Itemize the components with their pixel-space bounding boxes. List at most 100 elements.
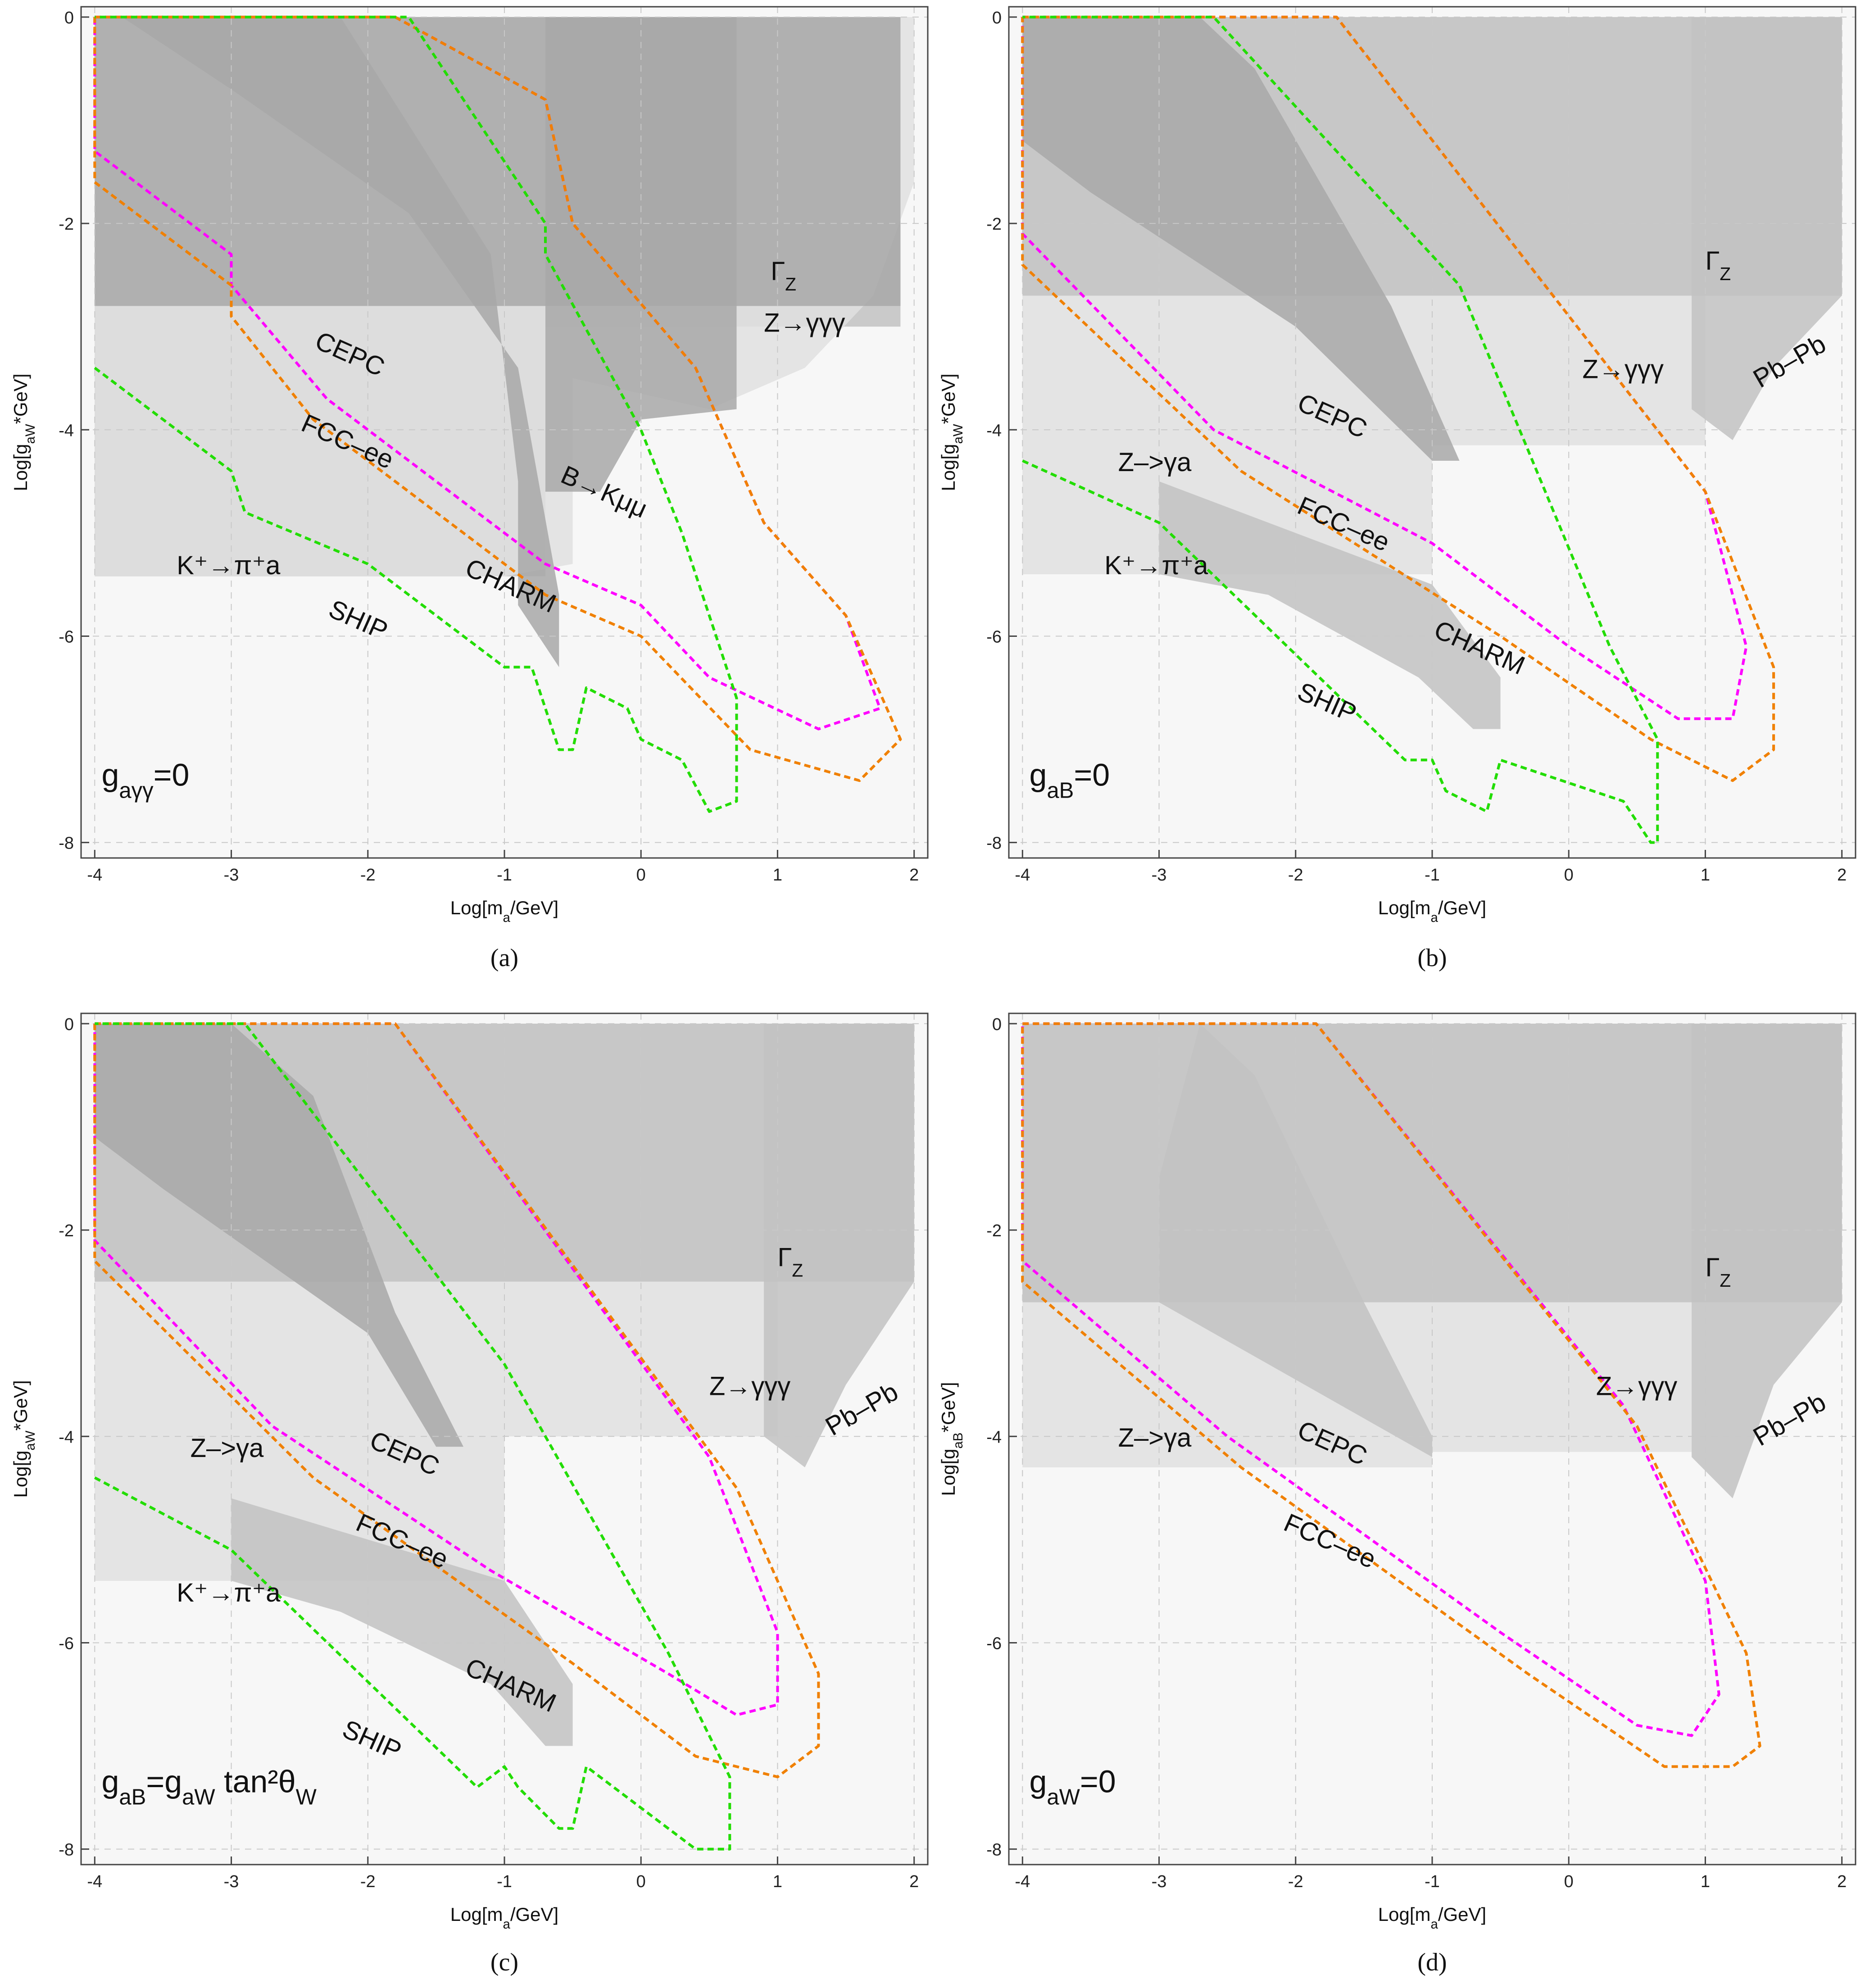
y-tick-label: -4 bbox=[59, 421, 74, 440]
region-label: ΓZ bbox=[1705, 1253, 1731, 1291]
x-tick-label: -4 bbox=[87, 1872, 102, 1891]
region-label: ΓZ bbox=[777, 1243, 803, 1280]
y-axis-label: Log[gaW*GeV] bbox=[10, 373, 38, 491]
curve-cepc bbox=[1021, 1022, 1720, 1737]
curve-ship bbox=[94, 1022, 731, 1851]
coupling-condition-label: gaW=0 bbox=[1029, 1764, 1116, 1810]
x-tick-label: 0 bbox=[1564, 866, 1574, 885]
y-tick-label: -4 bbox=[986, 421, 1002, 440]
excluded-region-dark bbox=[122, 17, 559, 667]
panel-caption: (b) bbox=[1417, 944, 1447, 972]
region-label: Z–>γa bbox=[1118, 1423, 1192, 1452]
y-axis-label: Log[gaB*GeV] bbox=[938, 1382, 966, 1496]
x-axis-label: Log[ma/GeV] bbox=[1378, 897, 1486, 925]
panel-b: ΓZZ→γγγ Pb–PbCEPCZ–>γaFCC–eeK⁺→π⁺aCHARMSH… bbox=[938, 6, 1856, 972]
x-tick-label: 2 bbox=[1837, 1872, 1847, 1891]
excluded-region-mid bbox=[1692, 1023, 1842, 1498]
x-tick-label: -2 bbox=[360, 866, 376, 885]
coupling-condition-label: gaγγ=0 bbox=[101, 758, 189, 803]
excluded-region-mid bbox=[764, 1023, 914, 1467]
x-tick-label: -4 bbox=[1015, 866, 1030, 885]
excluded-region-mid bbox=[1159, 203, 1501, 729]
y-tick-label: -2 bbox=[986, 215, 1002, 234]
region-label: Z→γγγ bbox=[709, 1372, 790, 1401]
x-tick-label: -2 bbox=[360, 1872, 376, 1891]
y-tick-label: -2 bbox=[986, 1221, 1002, 1240]
region-label: K⁺→π⁺a bbox=[1104, 551, 1208, 580]
x-tick-label: -4 bbox=[1015, 1872, 1030, 1891]
y-tick-label: -2 bbox=[59, 215, 74, 234]
x-tick-label: -2 bbox=[1288, 866, 1303, 885]
panel-caption: (c) bbox=[490, 1948, 518, 1976]
x-tick-label: -1 bbox=[497, 1872, 512, 1891]
excluded-region-dark bbox=[95, 1023, 464, 1447]
x-tick-label: 0 bbox=[636, 866, 646, 885]
x-tick-label: 2 bbox=[909, 1872, 919, 1891]
x-tick-label: -1 bbox=[497, 866, 512, 885]
x-tick-label: -1 bbox=[1425, 1872, 1440, 1891]
curve-fcc-ee bbox=[1021, 1022, 1761, 1768]
panel-caption: (d) bbox=[1417, 1948, 1447, 1976]
region-label: Z→γγγ bbox=[1583, 355, 1664, 384]
x-tick-label: 1 bbox=[773, 1872, 782, 1891]
excluded-region-mid bbox=[1692, 17, 1842, 440]
y-tick-label: 0 bbox=[992, 1015, 1002, 1034]
y-tick-label: 0 bbox=[64, 9, 74, 27]
panel-a: ΓZZ→γγγCEPCFCC–eeB→KμμCHARMK⁺→π⁺aSHIPgaγ… bbox=[10, 6, 929, 972]
x-tick-label: 2 bbox=[909, 866, 919, 885]
region-label: Z–>γa bbox=[191, 1434, 264, 1463]
curve-fcc-ee bbox=[93, 15, 902, 782]
excluded-region-dark bbox=[1022, 17, 1460, 461]
y-tick-label: -2 bbox=[59, 1221, 74, 1240]
x-tick-label: 2 bbox=[1837, 866, 1847, 885]
curve-fcc-ee bbox=[93, 1022, 820, 1779]
region-label: K⁺→π⁺a bbox=[177, 1578, 281, 1607]
x-tick-label: -3 bbox=[1152, 1872, 1167, 1891]
y-axis-label: Log[gaW*GeV] bbox=[10, 1380, 38, 1498]
y-tick-label: -6 bbox=[986, 627, 1002, 646]
curve-cepc bbox=[93, 15, 881, 731]
curve-fcc-ee bbox=[1021, 15, 1775, 782]
x-tick-label: -1 bbox=[1425, 866, 1440, 885]
region-label: ΓZ bbox=[1705, 246, 1731, 284]
region-label: ΓZ bbox=[771, 257, 796, 295]
excluded-region-mid bbox=[231, 1230, 573, 1746]
coupling-condition-label: gaB=0 bbox=[1029, 758, 1110, 803]
plot-area: ΓZZ→γγγCEPCFCC–eeB→KμμCHARMK⁺→π⁺aSHIPgaγ… bbox=[81, 7, 928, 858]
y-tick-label: -4 bbox=[986, 1428, 1002, 1447]
x-tick-label: 0 bbox=[636, 1872, 646, 1891]
panel-caption: (a) bbox=[490, 944, 518, 972]
x-tick-label: -3 bbox=[224, 866, 239, 885]
curve-cepc bbox=[93, 1022, 779, 1716]
coupling-condition-label: gaB=gaW tan²θW bbox=[101, 1764, 317, 1810]
region-label: K⁺→π⁺a bbox=[177, 551, 281, 580]
region-label: Z→γγγ bbox=[1596, 1372, 1677, 1401]
y-tick-label: -8 bbox=[986, 1841, 1002, 1860]
x-tick-label: -3 bbox=[1152, 866, 1167, 885]
y-tick-label: -8 bbox=[986, 834, 1002, 853]
x-tick-label: -2 bbox=[1288, 1872, 1303, 1891]
y-tick-label: -8 bbox=[59, 1841, 74, 1860]
y-tick-label: -8 bbox=[59, 834, 74, 853]
region-label: Z→γγγ bbox=[764, 309, 845, 338]
panel-c: ΓZZ→γγγ Pb–PbZ–>γa CEPCFCC–eeK⁺→π⁺aCHARMSH… bbox=[10, 1012, 929, 1976]
curve-ship bbox=[94, 15, 738, 813]
x-tick-label: -4 bbox=[87, 866, 102, 885]
x-tick-label: 1 bbox=[1701, 1872, 1710, 1891]
y-tick-label: -6 bbox=[59, 627, 74, 646]
x-axis-label: Log[ma/GeV] bbox=[450, 1904, 558, 1932]
y-axis-label: Log[gaW*GeV] bbox=[938, 373, 966, 491]
y-tick-label: -6 bbox=[986, 1634, 1002, 1653]
x-axis-label: Log[ma/GeV] bbox=[450, 897, 558, 925]
x-tick-label: 0 bbox=[1564, 1872, 1574, 1891]
plot-area: ΓZZ→γγγ Pb–PbCEPCZ–>γaFCC–eeK⁺→π⁺aCHARMSH… bbox=[1009, 7, 1856, 858]
curve-ship bbox=[1022, 15, 1659, 844]
y-tick-label: -6 bbox=[59, 1634, 74, 1653]
x-tick-label: 1 bbox=[1701, 866, 1710, 885]
y-tick-label: -4 bbox=[59, 1428, 74, 1447]
y-tick-label: 0 bbox=[64, 1015, 74, 1034]
x-tick-label: -3 bbox=[224, 1872, 239, 1891]
